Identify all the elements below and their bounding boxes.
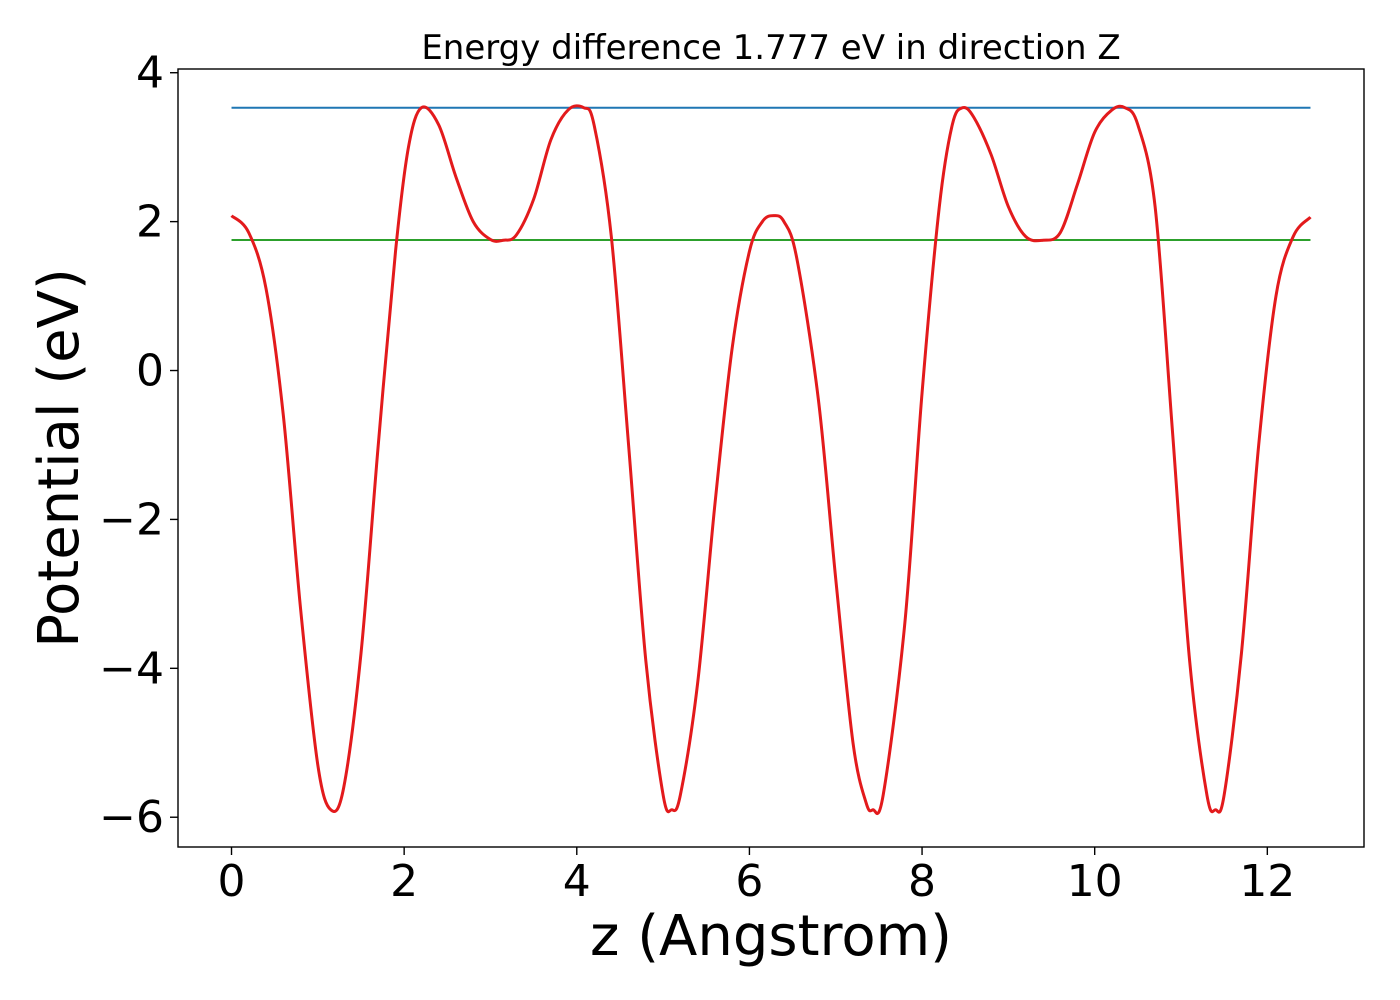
y-tick-label: 0 xyxy=(136,346,164,397)
potential-curve xyxy=(230,104,1312,815)
x-tick-label: 6 xyxy=(735,856,763,907)
x-tick-label: 12 xyxy=(1239,856,1295,907)
y-tick-label: −4 xyxy=(99,643,164,694)
y-tick-label: 2 xyxy=(136,197,164,248)
x-tick-label: 10 xyxy=(1067,856,1123,907)
y-tick-label: −6 xyxy=(99,792,164,843)
x-tick-label: 0 xyxy=(218,856,246,907)
plot-frame xyxy=(177,68,1365,848)
x-axis-ticks: 0 2 4 6 8 10 12 xyxy=(218,847,1295,907)
x-tick-label: 2 xyxy=(390,856,418,907)
x-tick-label: 4 xyxy=(563,856,591,907)
series-layer xyxy=(230,104,1312,815)
y-tick-label: −2 xyxy=(99,494,164,545)
y-tick-label: 4 xyxy=(136,48,164,99)
x-axis-label: z (Angstrom) xyxy=(590,904,952,969)
y-axis-label: Potential (eV) xyxy=(27,268,92,648)
chart-title: Energy difference 1.777 eV in direction … xyxy=(421,28,1120,68)
y-axis-ticks: −6 −4 −2 0 2 4 xyxy=(99,48,178,843)
x-tick-label: 8 xyxy=(908,856,936,907)
